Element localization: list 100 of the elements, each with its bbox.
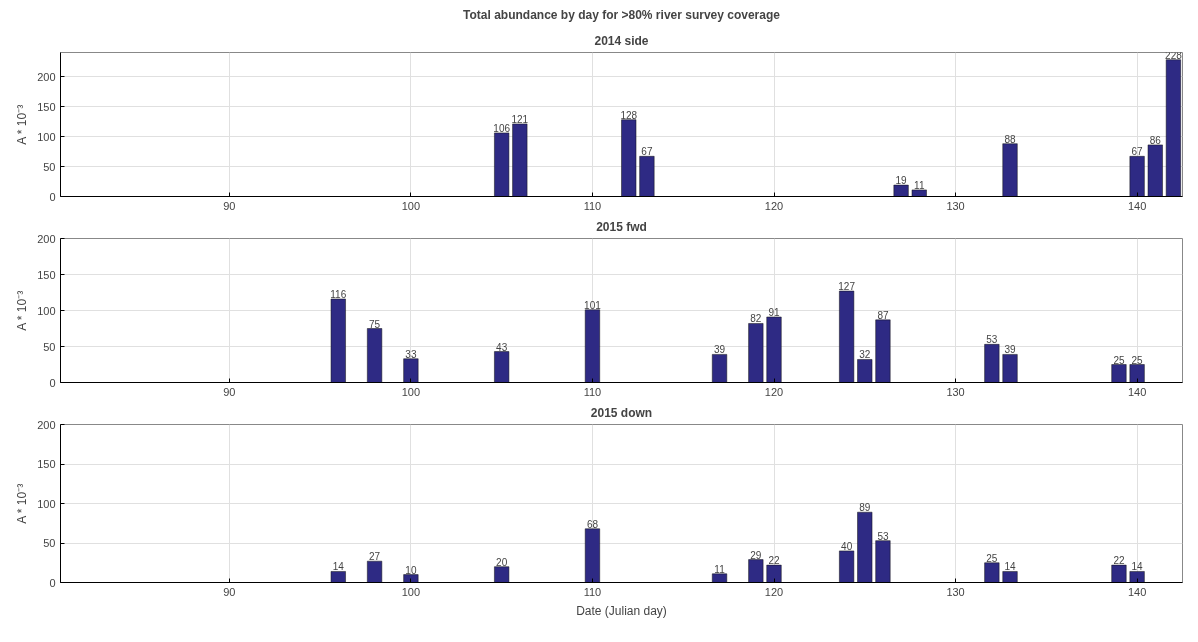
data-label: 19 bbox=[895, 175, 908, 187]
data-label: 121 bbox=[511, 113, 529, 125]
bar bbox=[494, 351, 510, 383]
chart-title: 2015 fwd bbox=[596, 219, 647, 234]
bar bbox=[748, 559, 764, 583]
bar bbox=[1129, 156, 1145, 197]
y-tick-label: 50 bbox=[43, 537, 56, 549]
bar bbox=[1147, 144, 1163, 197]
bar bbox=[875, 540, 891, 583]
y-tick-label: 100 bbox=[37, 130, 56, 143]
data-label: 25 bbox=[1131, 354, 1144, 366]
y-tick-label: 100 bbox=[37, 497, 56, 510]
chart-subtitle: 2014 side bbox=[594, 33, 649, 48]
chart-title: Total abundance by day for >80% river survey coverage bbox=[463, 7, 781, 22]
data-label: 91 bbox=[768, 306, 780, 318]
data-label: 33 bbox=[405, 348, 417, 360]
x-tick-label: 90 bbox=[223, 199, 236, 212]
bar bbox=[748, 323, 764, 383]
x-tick-label: 100 bbox=[401, 199, 421, 212]
data-label: 89 bbox=[859, 502, 871, 514]
bar bbox=[403, 358, 419, 383]
y-tick-label: 100 bbox=[37, 304, 56, 317]
bar bbox=[1111, 364, 1127, 383]
data-label: 25 bbox=[986, 552, 998, 564]
bar bbox=[1002, 354, 1018, 383]
bar bbox=[1002, 571, 1018, 583]
data-label: 25 bbox=[1113, 354, 1125, 366]
x-tick-label: 130 bbox=[946, 585, 965, 598]
x-tick-label: 110 bbox=[583, 385, 602, 398]
x-tick-label: 120 bbox=[764, 385, 784, 398]
bar bbox=[367, 560, 383, 583]
x-tick-label: 90 bbox=[223, 585, 236, 598]
bar bbox=[1111, 564, 1127, 583]
y-tick-label: 200 bbox=[37, 418, 56, 431]
data-label: 14 bbox=[1004, 561, 1017, 573]
data-label: 22 bbox=[1113, 555, 1125, 567]
bar bbox=[1002, 143, 1018, 197]
data-label: 53 bbox=[986, 334, 998, 346]
data-label: 82 bbox=[750, 313, 762, 325]
data-label: 75 bbox=[369, 318, 381, 330]
x-tick-label: 100 bbox=[401, 385, 421, 398]
data-label: 10 bbox=[405, 564, 417, 576]
y-tick-label: 200 bbox=[37, 70, 56, 83]
bar bbox=[839, 550, 855, 583]
bar bbox=[494, 566, 510, 583]
x-tick-label: 140 bbox=[1127, 385, 1147, 398]
data-label: 11 bbox=[914, 179, 925, 191]
y-tick-label: 50 bbox=[43, 160, 56, 173]
bar bbox=[584, 309, 600, 383]
data-label: 88 bbox=[1004, 133, 1017, 145]
bar bbox=[984, 562, 1000, 583]
bar bbox=[911, 189, 927, 197]
data-label: 87 bbox=[877, 309, 889, 321]
y-tick-label: 0 bbox=[49, 376, 56, 389]
bar bbox=[367, 328, 383, 383]
data-label: 27 bbox=[369, 551, 381, 563]
y-tick-label: 150 bbox=[37, 100, 56, 113]
x-tick-label: 110 bbox=[583, 585, 602, 598]
y-tick-label: 0 bbox=[49, 190, 56, 203]
bar bbox=[330, 298, 346, 383]
y-tick-label: 50 bbox=[43, 340, 56, 353]
data-label: 128 bbox=[620, 109, 638, 121]
data-label: 22 bbox=[768, 555, 780, 567]
data-label: 14 bbox=[1131, 561, 1144, 573]
data-label: 116 bbox=[330, 288, 347, 300]
data-label: 101 bbox=[584, 299, 602, 311]
data-label: 14 bbox=[332, 561, 345, 573]
x-tick-label: 120 bbox=[764, 199, 784, 212]
bar bbox=[1129, 571, 1145, 583]
x-tick-label: 110 bbox=[583, 199, 602, 212]
bar bbox=[512, 123, 528, 197]
bar bbox=[712, 573, 728, 583]
x-tick-label: 130 bbox=[946, 385, 965, 398]
bar bbox=[984, 344, 1000, 383]
bar bbox=[857, 511, 873, 583]
data-label: 68 bbox=[586, 518, 599, 530]
x-tick-label: 130 bbox=[946, 199, 965, 212]
x-tick-label: 120 bbox=[764, 585, 784, 598]
x-tick-label: 140 bbox=[1127, 199, 1147, 212]
data-label: 53 bbox=[877, 530, 889, 542]
data-label: 67 bbox=[641, 146, 653, 158]
x-tick-label: 100 bbox=[401, 585, 421, 598]
y-tick-label: 0 bbox=[49, 576, 56, 589]
x-tick-label: 140 bbox=[1127, 585, 1147, 598]
bar bbox=[403, 574, 419, 583]
bar bbox=[839, 290, 855, 383]
data-label: 29 bbox=[750, 549, 762, 561]
data-label: 67 bbox=[1131, 146, 1144, 158]
bar bbox=[875, 319, 891, 383]
y-axis-title: A * 10⁻³ bbox=[15, 290, 30, 331]
bar bbox=[712, 354, 728, 383]
data-label: 43 bbox=[496, 341, 508, 353]
y-axis-title: A * 10⁻³ bbox=[15, 104, 30, 145]
bar bbox=[766, 316, 782, 383]
data-label: 40 bbox=[841, 540, 853, 552]
data-label: 86 bbox=[1149, 134, 1162, 146]
bar bbox=[1165, 59, 1181, 197]
bar bbox=[584, 528, 600, 583]
data-label: 127 bbox=[838, 281, 856, 293]
y-tick-label: 150 bbox=[37, 458, 56, 470]
